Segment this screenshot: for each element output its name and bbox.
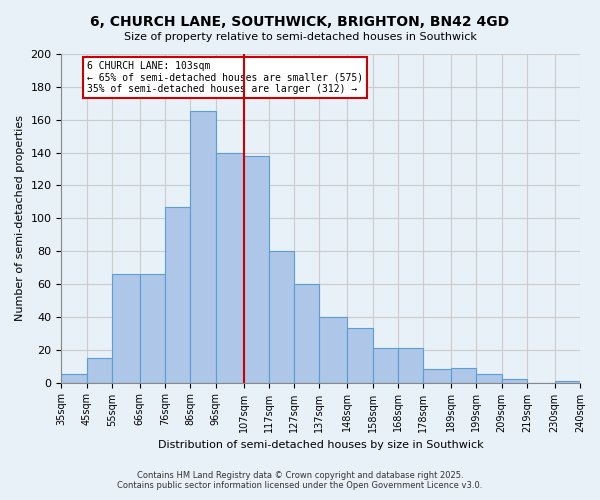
Text: Contains HM Land Registry data © Crown copyright and database right 2025.
Contai: Contains HM Land Registry data © Crown c… [118, 470, 482, 490]
Bar [294, 284, 319, 382]
Bar [112, 274, 140, 382]
Text: Size of property relative to semi-detached houses in Southwick: Size of property relative to semi-detach… [124, 32, 476, 42]
Bar [502, 380, 527, 382]
Text: 6, CHURCH LANE, SOUTHWICK, BRIGHTON, BN42 4GD: 6, CHURCH LANE, SOUTHWICK, BRIGHTON, BN4… [91, 15, 509, 29]
Bar [373, 348, 398, 382]
Bar [319, 317, 347, 382]
Y-axis label: Number of semi-detached properties: Number of semi-detached properties [15, 116, 25, 322]
Bar [61, 374, 87, 382]
Bar [451, 368, 476, 382]
Text: 6 CHURCH LANE: 103sqm
← 65% of semi-detached houses are smaller (575)
35% of sem: 6 CHURCH LANE: 103sqm ← 65% of semi-deta… [87, 60, 363, 94]
Bar [190, 112, 216, 382]
Bar [476, 374, 502, 382]
Bar [87, 358, 112, 382]
Bar [555, 381, 580, 382]
Bar [269, 251, 294, 382]
Bar [140, 274, 165, 382]
Bar [423, 370, 451, 382]
Bar [165, 207, 190, 382]
Bar [398, 348, 423, 382]
Bar [244, 156, 269, 382]
Bar [347, 328, 373, 382]
Bar [216, 152, 244, 382]
X-axis label: Distribution of semi-detached houses by size in Southwick: Distribution of semi-detached houses by … [158, 440, 484, 450]
